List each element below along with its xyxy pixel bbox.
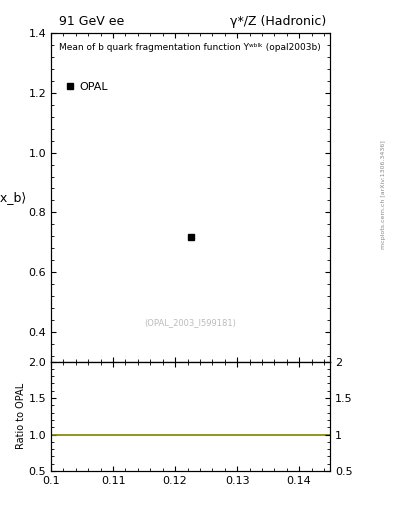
Text: 91 GeV ee: 91 GeV ee [59,15,124,28]
Text: (OPAL_2003_I599181): (OPAL_2003_I599181) [145,318,237,327]
Text: mcplots.cern.ch [arXiv:1306.3436]: mcplots.cern.ch [arXiv:1306.3436] [381,140,386,249]
Text: Mean of b quark fragmentation function Υʷᵇˡᵏ (opal2003b): Mean of b quark fragmentation function Υ… [59,43,321,52]
Y-axis label: ⟨x_b⟩: ⟨x_b⟩ [0,191,28,204]
Text: γ*/Z (Hadronic): γ*/Z (Hadronic) [230,15,326,28]
Y-axis label: Ratio to OPAL: Ratio to OPAL [16,383,26,450]
Legend: OPAL: OPAL [62,78,111,95]
